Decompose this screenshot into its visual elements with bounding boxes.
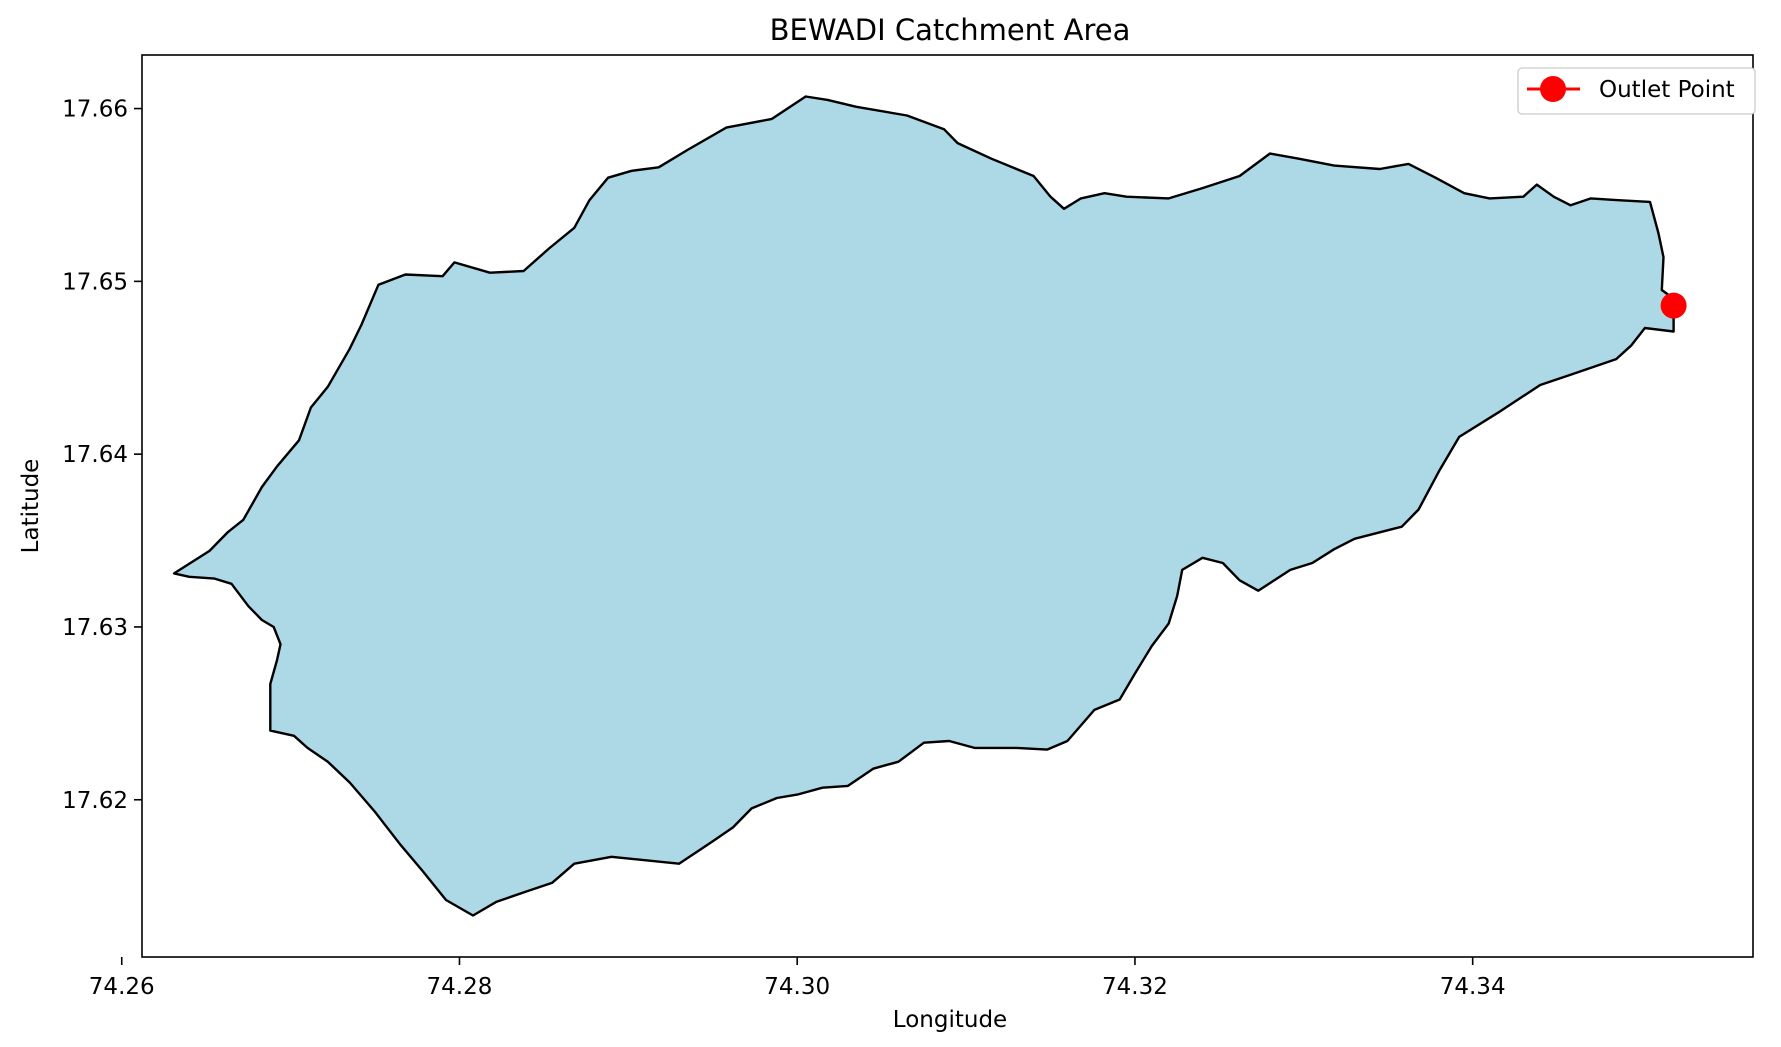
y-tick-label: 17.62 xyxy=(62,788,128,814)
legend: Outlet Point xyxy=(1517,67,1756,115)
x-tick-label: 74.32 xyxy=(1102,974,1168,1000)
y-tick-label: 17.66 xyxy=(62,97,128,123)
y-tick-label: 17.65 xyxy=(62,269,128,295)
x-axis-ticks: 74.26 74.28 74.30 74.32 74.34 xyxy=(89,957,1506,1000)
y-axis-ticks: 17.62 17.63 17.64 17.65 17.66 xyxy=(62,97,142,814)
y-axis-label: Latitude xyxy=(18,459,44,554)
legend-frame xyxy=(1517,67,1756,115)
x-tick-label: 74.26 xyxy=(89,974,155,1000)
chart-title: BEWADI Catchment Area xyxy=(770,13,1131,47)
legend-outlet-marker xyxy=(1540,76,1566,102)
y-tick-label: 17.64 xyxy=(62,442,128,468)
x-tick-label: 74.34 xyxy=(1440,974,1506,1000)
plot-area xyxy=(141,54,1754,958)
catchment-polygon xyxy=(172,95,1675,917)
outlet-point-marker xyxy=(1660,292,1687,319)
legend-label-outlet: Outlet Point xyxy=(1599,77,1735,103)
x-tick-label: 74.30 xyxy=(764,974,830,1000)
x-axis-label: Longitude xyxy=(893,1007,1007,1033)
x-tick-label: 74.28 xyxy=(427,974,493,1000)
y-tick-label: 17.63 xyxy=(62,615,128,641)
